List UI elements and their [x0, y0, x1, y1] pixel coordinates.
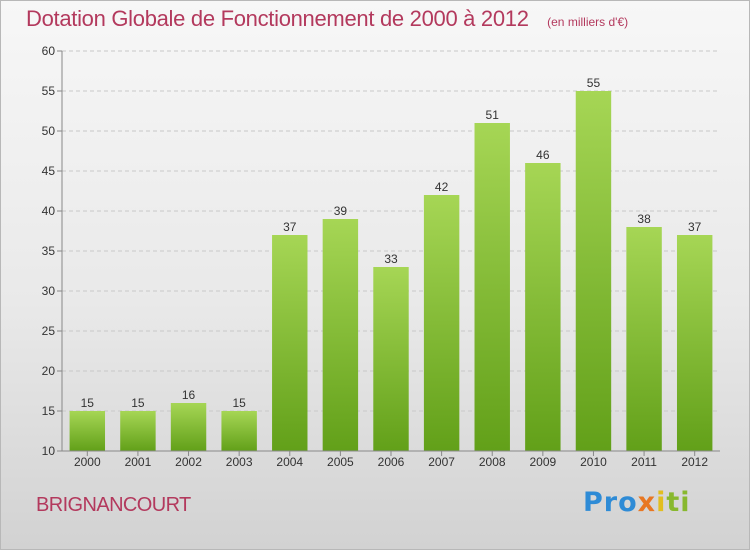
- bar-value-label: 33: [384, 252, 398, 266]
- bar-value-label: 15: [131, 396, 145, 410]
- y-tick-label: 30: [42, 284, 56, 298]
- bar: [626, 227, 662, 451]
- x-tick-label: 2004: [276, 455, 303, 469]
- bar-value-label: 15: [81, 396, 95, 410]
- bar-value-label: 42: [435, 180, 449, 194]
- bar: [575, 91, 612, 451]
- bar-value-label: 15: [232, 396, 246, 410]
- bar-value-label: 37: [283, 220, 297, 234]
- y-tick-label: 50: [42, 124, 56, 138]
- x-tick-label: 2003: [226, 455, 253, 469]
- bar: [120, 411, 156, 451]
- y-tick-label: 35: [42, 244, 56, 258]
- x-tick-label: 2006: [378, 455, 405, 469]
- bars: 15 15 16 15 37 39 33 42 51 46 55 38 37: [69, 76, 713, 451]
- x-tick-label: 2010: [580, 455, 607, 469]
- bar: [423, 195, 460, 451]
- logo-part-2: x: [637, 487, 657, 518]
- bar-value-label: 46: [536, 148, 550, 162]
- x-tick-label: 2011: [631, 455, 657, 469]
- x-tick-label: 2005: [327, 455, 354, 469]
- bar: [676, 235, 713, 451]
- logo-part-1: Pro: [583, 487, 638, 518]
- bar: [272, 235, 308, 451]
- chart-title: Dotation Globale de Fonctionnement de 20…: [26, 6, 529, 31]
- y-tick-label: 10: [42, 444, 56, 458]
- x-tick-label: 2009: [529, 455, 556, 469]
- bar: [221, 411, 257, 451]
- place-name: BRIGNANCOURT: [36, 494, 191, 516]
- bar: [170, 403, 207, 451]
- bar: [373, 267, 409, 451]
- bar: [525, 163, 561, 451]
- bar-value-label: 38: [637, 212, 651, 226]
- x-tick-label: 2002: [175, 455, 202, 469]
- y-tick-label: 15: [42, 404, 56, 418]
- proxiti-logo: Proxiti: [583, 487, 691, 518]
- y-tick-label: 25: [42, 324, 56, 338]
- logo-part-4: ti: [666, 487, 691, 518]
- y-tick-label: 20: [42, 364, 56, 378]
- bar: [69, 411, 106, 451]
- x-tick-label: 2001: [125, 455, 152, 469]
- x-tick-label: 2000: [74, 455, 101, 469]
- bar: [474, 123, 510, 451]
- axes: 10 15 20 25 30 35 40 45 50 55 60 2000 2001 2002 2003 20…: [42, 44, 720, 469]
- title-row: Dotation Globale de Fonctionnement de 20…: [26, 6, 628, 32]
- x-tick-label: 2012: [681, 455, 708, 469]
- y-tick-label: 55: [42, 84, 56, 98]
- logo-part-3: i: [656, 487, 667, 518]
- chart-subtitle: (en milliers d'€): [547, 15, 629, 29]
- x-tick-label: 2008: [479, 455, 506, 469]
- bar-value-label: 16: [182, 388, 196, 402]
- bar-value-label: 39: [334, 204, 348, 218]
- bar-value-label: 51: [486, 108, 500, 122]
- bar: [322, 219, 359, 451]
- y-tick-label: 60: [42, 44, 56, 58]
- y-tick-label: 40: [42, 204, 56, 218]
- bar-value-label: 55: [587, 76, 601, 90]
- y-tick-label: 45: [42, 164, 56, 178]
- bar-value-label: 37: [688, 220, 702, 234]
- x-tick-label: 2007: [428, 455, 455, 469]
